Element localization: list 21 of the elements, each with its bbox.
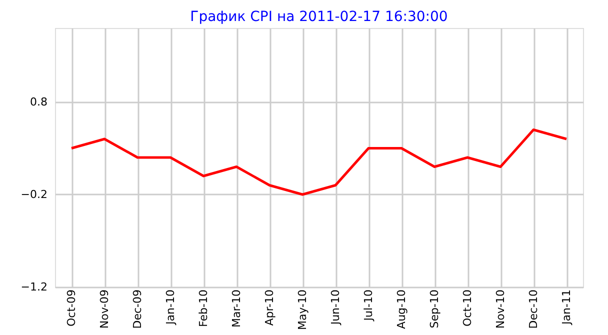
x-tick-label: Oct-10 — [461, 290, 474, 326]
x-tick-label: Mar-10 — [230, 290, 243, 328]
chart-title: График CPI на 2011-02-17 16:30:00 — [190, 9, 448, 25]
x-tick-label: Oct-09 — [65, 290, 78, 326]
x-tick-label: Apr-10 — [263, 290, 276, 326]
line-series — [70, 128, 568, 196]
x-tick-label: Sep-10 — [428, 290, 441, 328]
x-tick-label: Jul-10 — [362, 290, 375, 322]
y-tick-label: 0.8 — [30, 96, 48, 108]
x-tick-label: Dec-10 — [527, 290, 540, 329]
x-tick-label: Dec-09 — [131, 290, 144, 329]
x-tick-label: Jun-10 — [329, 290, 342, 326]
x-tick-label: Nov-10 — [494, 290, 507, 329]
x-tick-label: Aug-10 — [395, 290, 408, 329]
x-tick-label: Jan-11 — [560, 290, 573, 326]
x-tick-label: Nov-09 — [98, 290, 111, 329]
x-tick-label: Feb-10 — [197, 290, 210, 327]
y-tick-label: −0.2 — [20, 188, 48, 201]
y-tick-label: −1.2 — [20, 280, 48, 294]
x-tick-label: May-10 — [296, 290, 309, 330]
x-tick-label: Jan-10 — [164, 290, 177, 326]
